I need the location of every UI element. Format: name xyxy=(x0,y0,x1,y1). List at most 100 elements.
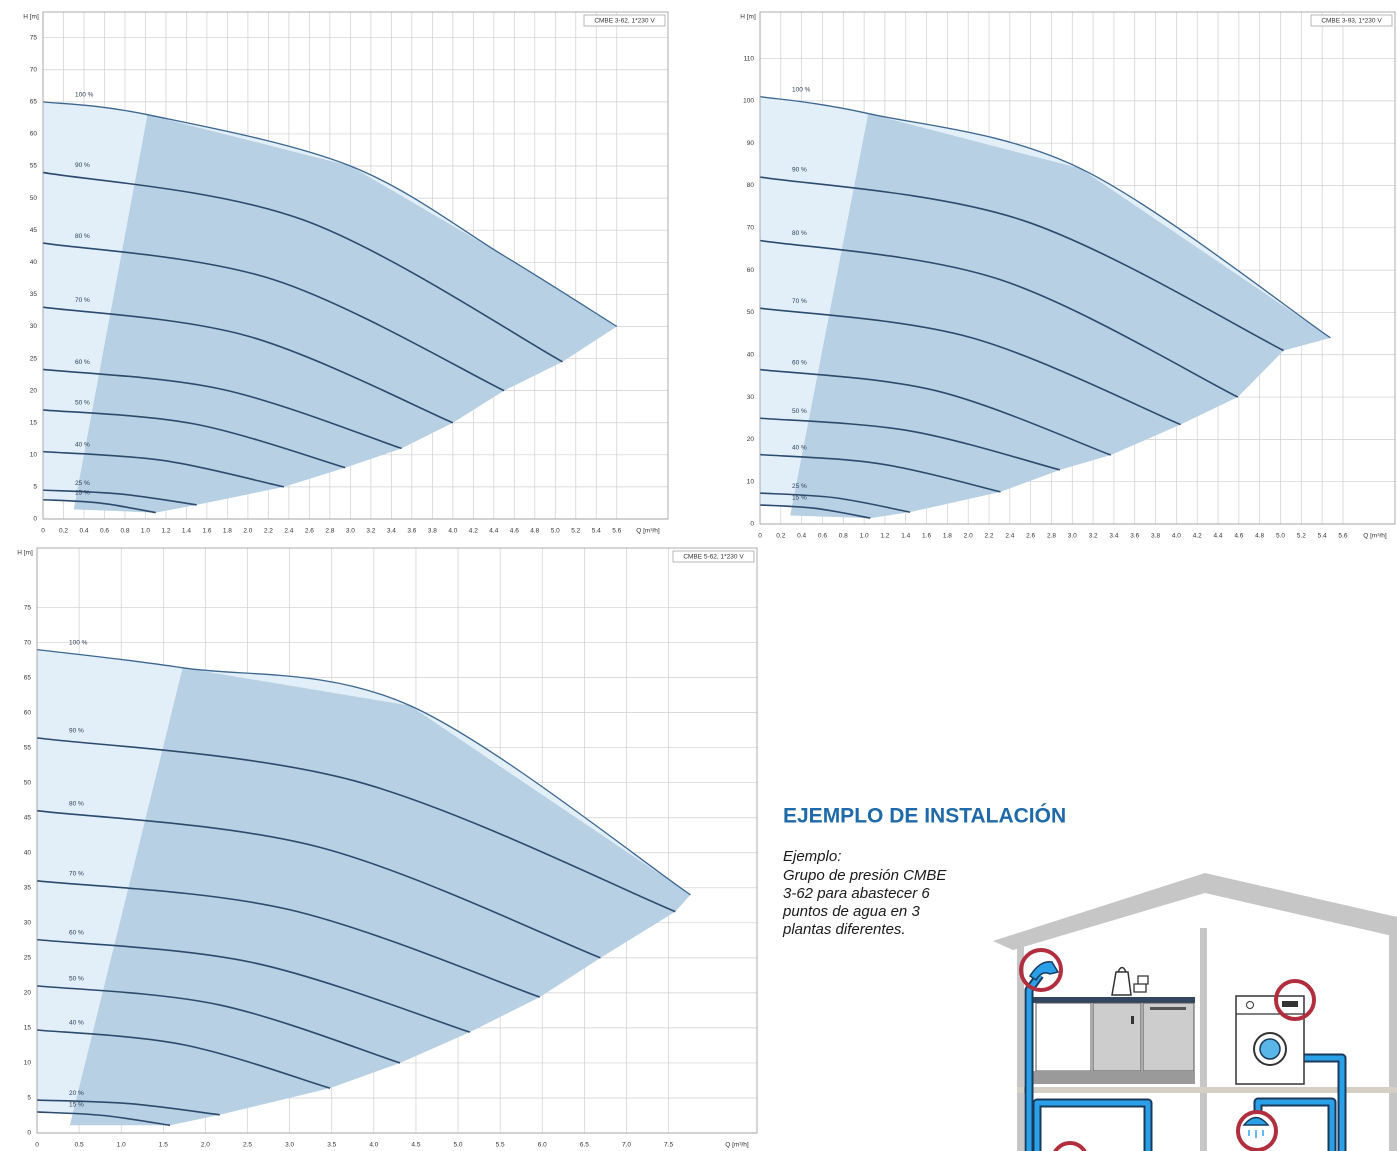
plot-border xyxy=(42,11,669,520)
y-tick-label: 40 xyxy=(30,259,38,266)
x-tick-label: 4.0 xyxy=(1172,533,1181,540)
section-heading: EJEMPLO DE INSTALACIÓN xyxy=(783,804,1066,828)
y-tick-label: 30 xyxy=(747,394,755,401)
speed-curve xyxy=(759,95,1331,339)
y-tick-label: 50 xyxy=(747,309,755,316)
speed-curve xyxy=(759,492,911,513)
x-tick-label: 1.0 xyxy=(117,1142,126,1149)
x-tick-label: 1.8 xyxy=(223,528,232,535)
curve-label: 50 % xyxy=(69,976,84,983)
x-tick-label: 4.4 xyxy=(1214,533,1223,540)
x-tick-label: 4.2 xyxy=(1193,533,1202,540)
curve-label: 25 % xyxy=(75,480,90,487)
curve-label: 90 % xyxy=(792,167,807,174)
operating-area xyxy=(73,114,617,513)
x-tick-label: 2.4 xyxy=(1005,533,1014,540)
x-tick-label: 4.4 xyxy=(489,528,498,535)
speed-curve xyxy=(36,938,471,1033)
cups xyxy=(1133,975,1149,993)
operating-area xyxy=(69,667,691,1126)
x-tick-label: 3.0 xyxy=(346,528,355,535)
x-tick-label: 0.4 xyxy=(797,533,806,540)
x-tick-label: 5.5 xyxy=(496,1142,505,1149)
y-tick-label: 75 xyxy=(30,34,38,41)
curve-label: 60 % xyxy=(75,359,90,366)
speed-curve xyxy=(759,417,1061,471)
x-tick-label: 1.6 xyxy=(922,533,931,540)
knob xyxy=(1131,1016,1134,1024)
curve-label: 100 % xyxy=(75,92,94,99)
curve-label: 90 % xyxy=(69,728,84,735)
y-tick-label: 35 xyxy=(24,885,32,892)
speed-curve xyxy=(42,498,156,514)
floor xyxy=(1017,1087,1397,1093)
x-tick-label: 2.5 xyxy=(243,1142,252,1149)
x-tick-label: 4.2 xyxy=(469,528,478,535)
x-tick-label: 6.5 xyxy=(580,1142,589,1149)
water-points xyxy=(1019,948,1316,1151)
y-tick-label: 35 xyxy=(30,291,38,298)
curve-label: 50 % xyxy=(75,400,90,407)
y-tick-label: 0 xyxy=(33,516,37,523)
x-tick-label: 1.4 xyxy=(182,528,191,535)
speed-curve xyxy=(36,1099,220,1116)
x-tick-label: 4.6 xyxy=(1234,533,1243,540)
y-tick-label: 75 xyxy=(24,604,32,611)
handle xyxy=(1150,1007,1186,1010)
y-tick-label: 10 xyxy=(30,452,38,459)
curve-label: 70 % xyxy=(792,298,807,305)
x-tick-label: 4.0 xyxy=(448,528,457,535)
x-tick-label: 1.4 xyxy=(901,533,910,540)
control xyxy=(1246,1001,1254,1009)
speed-curve xyxy=(42,242,505,392)
speed-curve xyxy=(36,737,676,913)
x-tick-label: 3.6 xyxy=(1130,533,1139,540)
y-tick-label: 5 xyxy=(33,484,37,491)
x-tick-label: 4.5 xyxy=(411,1142,420,1149)
y-tick-label: 90 xyxy=(747,140,755,147)
x-tick-label: 1.0 xyxy=(141,528,150,535)
y-tick-label: 10 xyxy=(24,1060,32,1067)
title-box xyxy=(1310,14,1393,27)
x-tick-label: 3.8 xyxy=(428,528,437,535)
x-tick-label: 7.0 xyxy=(622,1142,631,1149)
curve-label: 70 % xyxy=(75,297,90,304)
speed-curve xyxy=(42,450,284,488)
shower-head xyxy=(1242,1116,1270,1126)
curve-label: 70 % xyxy=(69,871,84,878)
x-tick-label: 4.8 xyxy=(1255,533,1264,540)
x-tick-label: 3.2 xyxy=(1089,533,1098,540)
x-tick-label: 1.2 xyxy=(880,533,889,540)
example-line: plantas diferentes. xyxy=(782,921,906,938)
x-tick-label: 3.4 xyxy=(387,528,396,535)
dishwasher xyxy=(1142,1002,1195,1072)
x-tick-label: 1.2 xyxy=(161,528,170,535)
y-tick-label: 10 xyxy=(747,478,755,485)
wall xyxy=(1389,925,1397,1151)
curve-label: 40 % xyxy=(75,441,90,448)
plot-border xyxy=(36,547,758,1134)
x-tick-label: 0.6 xyxy=(818,533,827,540)
x-tick-label: 2.0 xyxy=(964,533,973,540)
example-line: 3-62 para abastecer 6 xyxy=(783,885,930,902)
speed-curve xyxy=(759,453,1001,493)
y-tick-label: 25 xyxy=(24,955,32,962)
example-line: puntos de agua en 3 xyxy=(782,903,920,920)
x-tick-label: 2.2 xyxy=(984,533,993,540)
y-tick-label: 55 xyxy=(24,744,32,751)
speed-curve xyxy=(759,239,1239,398)
x-axis-label: Q [m³/h] xyxy=(1363,533,1387,540)
x-tick-label: 4.6 xyxy=(510,528,519,535)
y-tick-label: 20 xyxy=(747,436,755,443)
speed-curve xyxy=(42,409,346,469)
charts: 0 0.2 0.4 0.6 0.8 1.0 1.2 1.4 1.6 1.8 2.0 2.2 2.4 2.6… xyxy=(17,11,1396,1149)
chart-title: CMBE 3-62, 1*230 V xyxy=(594,18,655,25)
y-tick-label: 70 xyxy=(24,639,32,646)
speed-curve xyxy=(759,368,1112,456)
x-tick-label: 3.8 xyxy=(1151,533,1160,540)
y-tick-label: 25 xyxy=(30,355,38,362)
example-line: Ejemplo: xyxy=(783,848,841,865)
x-axis-label: Q [m³/h] xyxy=(636,528,660,535)
chart-title: CMBE 3-93, 1*230 V xyxy=(1321,18,1382,25)
speed-curve xyxy=(42,489,197,506)
